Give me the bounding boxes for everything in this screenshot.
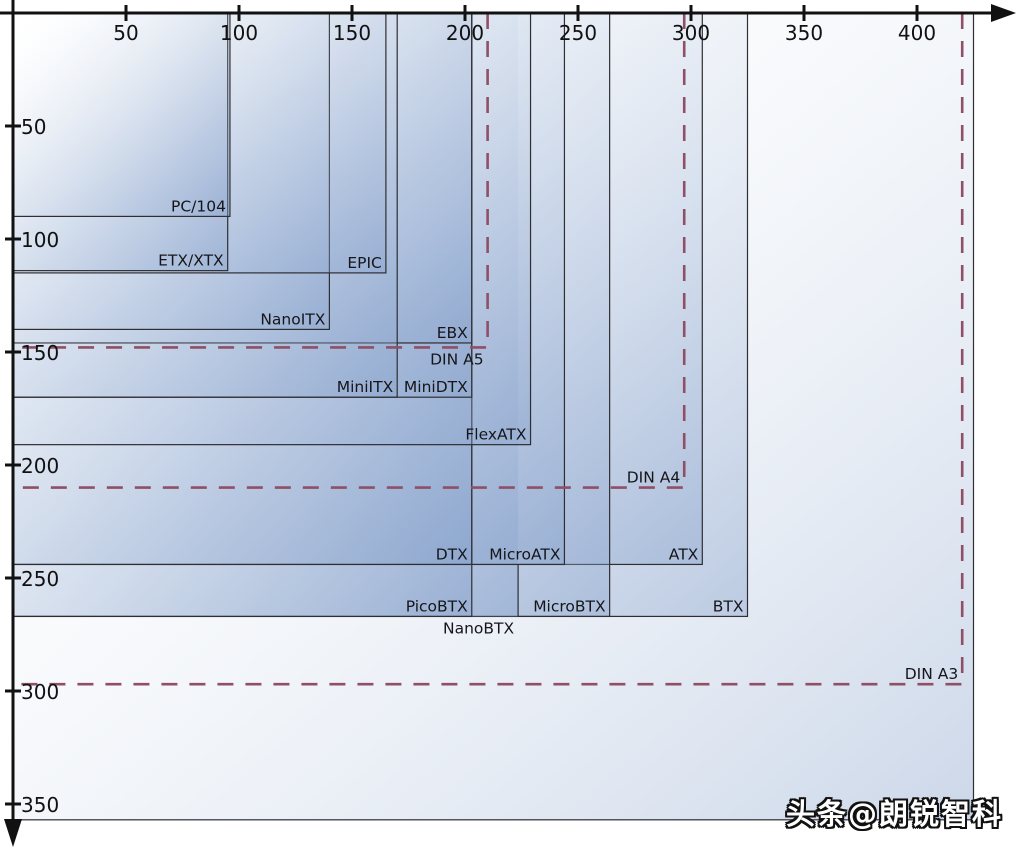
svg-text:NanoBTX: NanoBTX: [443, 619, 515, 637]
form-factor-rects: [12, 12, 975, 821]
rect-labels: PC/104 ETX/XTX EPIC NanoITX EBX MiniITX MiniDT…: [158, 197, 958, 683]
svg-text:EPIC: EPIC: [347, 254, 382, 272]
svg-text:FlexATX: FlexATX: [465, 426, 527, 444]
svg-text:MiniITX: MiniITX: [337, 378, 394, 396]
svg-text:50: 50: [113, 21, 138, 45]
svg-text:EBX: EBX: [437, 324, 468, 342]
svg-text:400: 400: [898, 21, 936, 45]
svg-text:ETX/XTX: ETX/XTX: [158, 252, 224, 270]
svg-text:100: 100: [21, 228, 59, 252]
din-paper-outlines: [13, 13, 964, 686]
svg-text:PicoBTX: PicoBTX: [406, 597, 468, 615]
svg-text:ATX: ATX: [669, 545, 699, 563]
svg-text:MiniDTX: MiniDTX: [404, 378, 468, 396]
svg-text:MicroATX: MicroATX: [489, 545, 561, 563]
svg-text:200: 200: [446, 21, 484, 45]
svg-text:300: 300: [672, 21, 710, 45]
svg-text:PC/104: PC/104: [171, 197, 226, 215]
svg-text:150: 150: [333, 21, 371, 45]
svg-text:200: 200: [21, 454, 59, 478]
svg-text:DTX: DTX: [436, 545, 468, 563]
svg-text:300: 300: [21, 680, 59, 704]
svg-text:DIN A5: DIN A5: [430, 350, 484, 368]
svg-text:DIN A3: DIN A3: [905, 665, 959, 683]
svg-text:250: 250: [21, 567, 59, 591]
svg-text:BTX: BTX: [713, 597, 744, 615]
svg-text:350: 350: [21, 793, 59, 817]
svg-text:250: 250: [559, 21, 597, 45]
svg-text:DIN A4: DIN A4: [627, 469, 681, 487]
svg-text:NanoITX: NanoITX: [260, 310, 325, 328]
svg-text:150: 150: [21, 341, 59, 365]
svg-text:350: 350: [785, 21, 823, 45]
svg-text:100: 100: [220, 21, 258, 45]
svg-text:50: 50: [21, 115, 46, 139]
svg-text:MicroBTX: MicroBTX: [533, 597, 606, 615]
